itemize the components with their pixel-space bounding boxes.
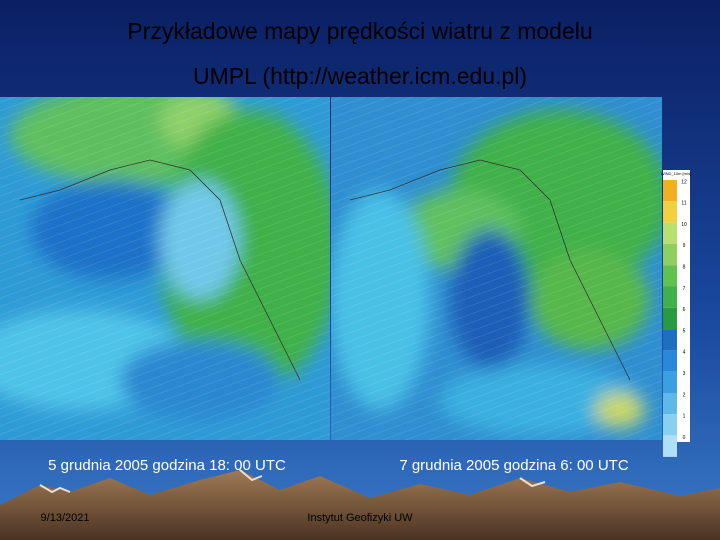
- legend-label: 2: [683, 392, 686, 398]
- legend-swatch: [663, 329, 677, 351]
- legend-label: 8: [683, 265, 686, 271]
- title-line: UMPL (http://weather.icm.edu.pl): [193, 63, 527, 89]
- footer-date: 9/13/2021: [41, 512, 90, 524]
- legend-label: 10: [681, 222, 687, 228]
- legend-swatch: [663, 265, 677, 287]
- legend-label: 4: [683, 350, 686, 356]
- legend-swatch: [663, 201, 677, 223]
- legend-label: 0: [683, 435, 686, 441]
- legend-label: 6: [683, 307, 686, 313]
- legend-label: 9: [683, 243, 686, 249]
- legend-label: 11: [681, 201, 686, 207]
- legend-label: 1: [683, 414, 686, 420]
- legend-swatch: [663, 243, 677, 266]
- legend-title: WIND_10m [m/s]: [661, 171, 691, 176]
- legend-swatch: [663, 371, 677, 393]
- legend-swatch: [663, 286, 677, 308]
- legend-swatch: [663, 307, 677, 330]
- map-caption: 5 grudnia 2005 godzina 18: 00 UTC: [48, 457, 286, 474]
- map-caption: 7 grudnia 2005 godzina 6: 00 UTC: [399, 457, 628, 474]
- wind-map: [0, 97, 330, 440]
- legend-swatch: [663, 435, 677, 457]
- legend-swatch: [663, 180, 677, 202]
- legend-swatch: [663, 350, 677, 372]
- legend-label: 5: [683, 328, 686, 334]
- legend-swatch: [663, 414, 677, 436]
- legend-label: 7: [683, 286, 686, 292]
- footer-institute: Instytut Geofizyki UW: [307, 512, 413, 524]
- legend-swatch: [663, 393, 677, 415]
- snow-caps: [39, 469, 546, 494]
- legend-label: 3: [683, 371, 686, 377]
- legend-swatch: [663, 222, 677, 244]
- title-line: Przykładowe mapy prędkości wiatru z mode…: [127, 18, 592, 44]
- legend-label: 12: [681, 179, 687, 185]
- mountains: [0, 470, 720, 540]
- wind-map: [331, 97, 662, 440]
